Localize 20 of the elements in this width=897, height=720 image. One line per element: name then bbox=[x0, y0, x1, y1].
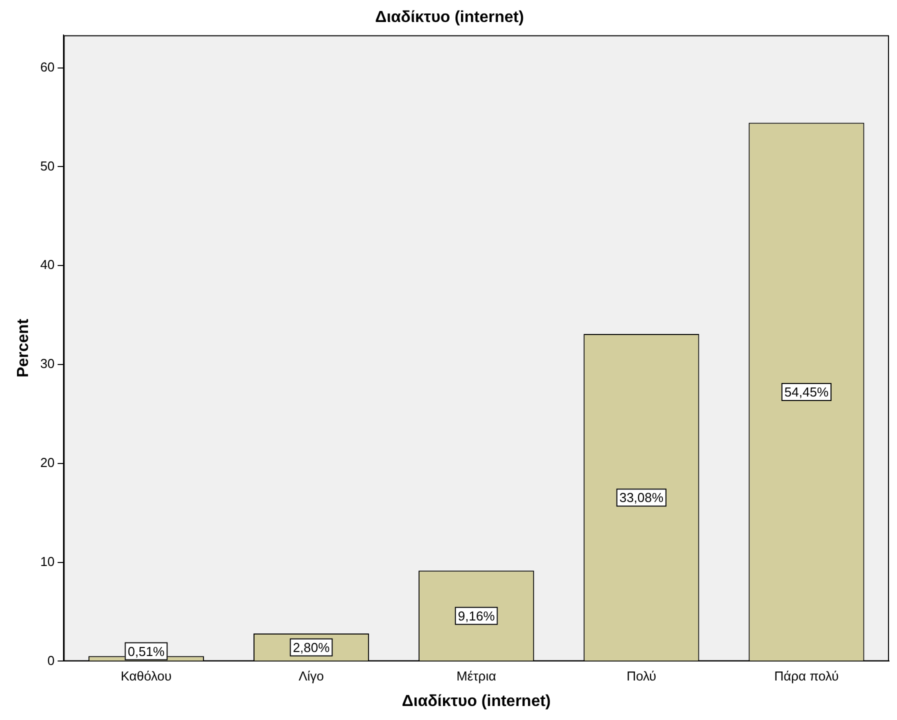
y-tick-label: 30 bbox=[40, 356, 55, 372]
data-label: 9,16% bbox=[458, 608, 496, 624]
x-tick-label: Μέτρια bbox=[456, 668, 497, 684]
data-label: 0,51% bbox=[128, 644, 166, 659]
y-axis-title: Percent bbox=[15, 318, 32, 378]
y-tick-label: 0 bbox=[47, 652, 55, 668]
data-label: 33,08% bbox=[619, 490, 664, 506]
x-tick-label: Λίγο bbox=[298, 668, 324, 684]
y-tick-label: 20 bbox=[40, 454, 55, 470]
y-tick-label: 50 bbox=[40, 158, 55, 174]
x-axis-title: Διαδίκτυο (internet) bbox=[402, 692, 551, 710]
data-label: 2,80% bbox=[292, 640, 330, 655]
data-label: 54,45% bbox=[784, 384, 829, 400]
y-tick-label: 10 bbox=[40, 554, 55, 569]
x-tick-label: Πολύ bbox=[626, 668, 656, 684]
x-tick-label: Πάρα πολύ bbox=[774, 668, 839, 684]
x-tick-label: Καθόλου bbox=[120, 668, 172, 684]
y-tick-label: 60 bbox=[40, 59, 55, 74]
chart-title: Διαδίκτυο (internet) bbox=[375, 9, 524, 26]
y-tick-label: 40 bbox=[40, 257, 55, 272]
